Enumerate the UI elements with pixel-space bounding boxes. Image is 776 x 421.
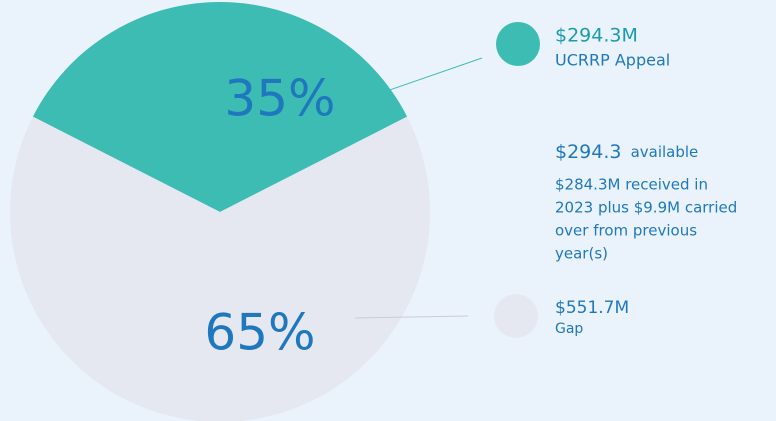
annotation: $294.3 available — [555, 141, 698, 163]
annotation-line: $284.3M received in — [555, 176, 708, 194]
pie-slice — [10, 116, 430, 421]
annotation-line: 2023 plus $9.9M carried — [555, 199, 737, 217]
legend-amount: $551.7M — [555, 298, 629, 318]
annotation-line: year(s) — [555, 245, 608, 263]
annotation-line: over from previous — [555, 222, 697, 240]
legend-swatch — [494, 294, 538, 338]
leader-line — [354, 315, 469, 319]
pie-slice — [32, 2, 408, 212]
leader-line — [279, 57, 483, 129]
legend-label: Gap — [555, 321, 583, 337]
legend-swatch — [496, 22, 540, 66]
value-label: 35% — [224, 70, 335, 128]
legend-label: UCRRP Appeal — [555, 51, 670, 70]
annotation-amount: $294.3 — [555, 141, 621, 163]
legend-amount: $294.3M — [555, 25, 638, 47]
annotation-text: available — [631, 143, 699, 161]
value-label: 65% — [204, 304, 315, 362]
